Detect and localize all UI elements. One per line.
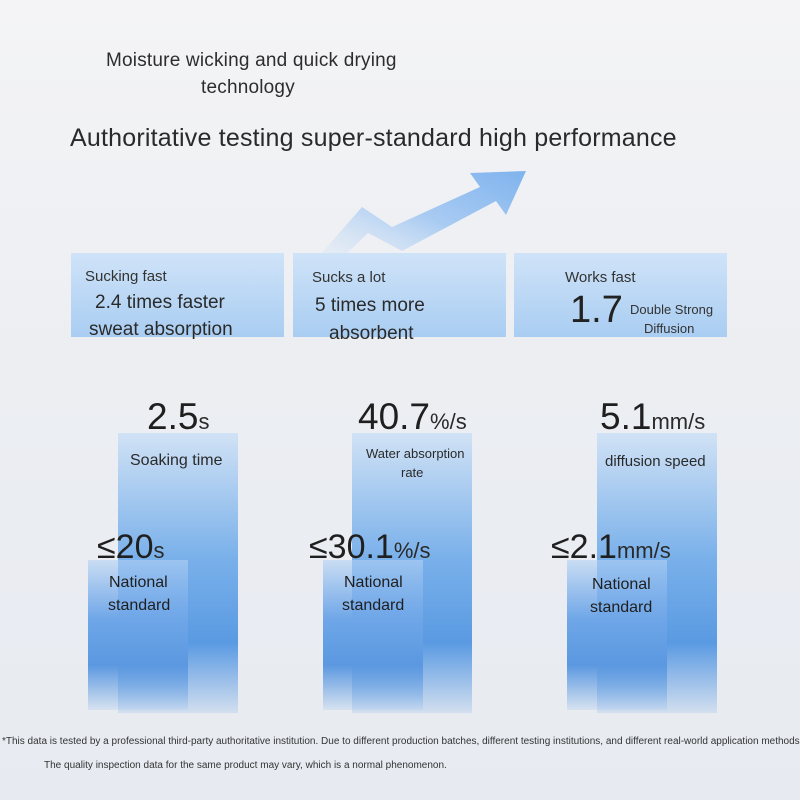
card-works-fast: Works fast 1.7 Double Strong Diffusion — [514, 253, 727, 337]
national-label-line2: standard — [108, 597, 171, 614]
metric-value: 5.1mm/s — [600, 396, 706, 437]
header-subtitle-line1: Moisture wicking and quick drying — [106, 50, 397, 71]
card-sucks-a-lot: Sucks a lot 5 times more absorbent — [293, 253, 506, 344]
metric-label-line1: Water absorption — [366, 446, 465, 461]
national-value: ≤20s — [97, 528, 165, 566]
metric-value: 40.7%/s — [358, 396, 467, 437]
metric-label: Soaking time — [130, 452, 223, 469]
header-subtitle-line2: technology — [201, 77, 295, 98]
card-text-line1: 5 times more — [315, 295, 425, 316]
card-big-value: 1.7 — [570, 289, 623, 331]
national-label-line2: standard — [590, 599, 653, 616]
card-text-line1: 2.4 times faster — [95, 292, 225, 313]
national-label-line1: National — [344, 574, 403, 591]
card-text-line2: absorbent — [329, 323, 414, 344]
card-text-line2: sweat absorption — [89, 319, 233, 340]
upward-trend-arrow-icon — [320, 171, 526, 260]
national-label-line1: National — [109, 574, 168, 591]
metric-value: 2.5s — [147, 396, 210, 437]
footnote-line2: The quality inspection data for the same… — [44, 760, 447, 771]
footnote-line1: *This data is tested by a professional t… — [2, 736, 800, 747]
page-title: Authoritative testing super-standard hig… — [70, 124, 677, 152]
metric-label-line2: rate — [401, 465, 424, 480]
national-bar — [323, 560, 423, 710]
national-label-line2: standard — [342, 597, 405, 614]
national-bar — [567, 560, 667, 710]
card-sucking-fast: Sucking fast 2.4 times faster sweat abso… — [71, 253, 284, 340]
national-value: ≤30.1%/s — [309, 528, 431, 566]
card-title: Sucks a lot — [312, 269, 386, 286]
card-title: Works fast — [565, 269, 636, 286]
card-small-line1: Double Strong — [630, 302, 714, 317]
national-bar — [88, 560, 188, 710]
card-title: Sucking fast — [85, 268, 167, 285]
national-value: ≤2.1mm/s — [551, 528, 671, 566]
metric-label: diffusion speed — [605, 453, 706, 470]
card-small-line2: Diffusion — [644, 321, 695, 336]
national-label-line1: National — [592, 576, 651, 593]
